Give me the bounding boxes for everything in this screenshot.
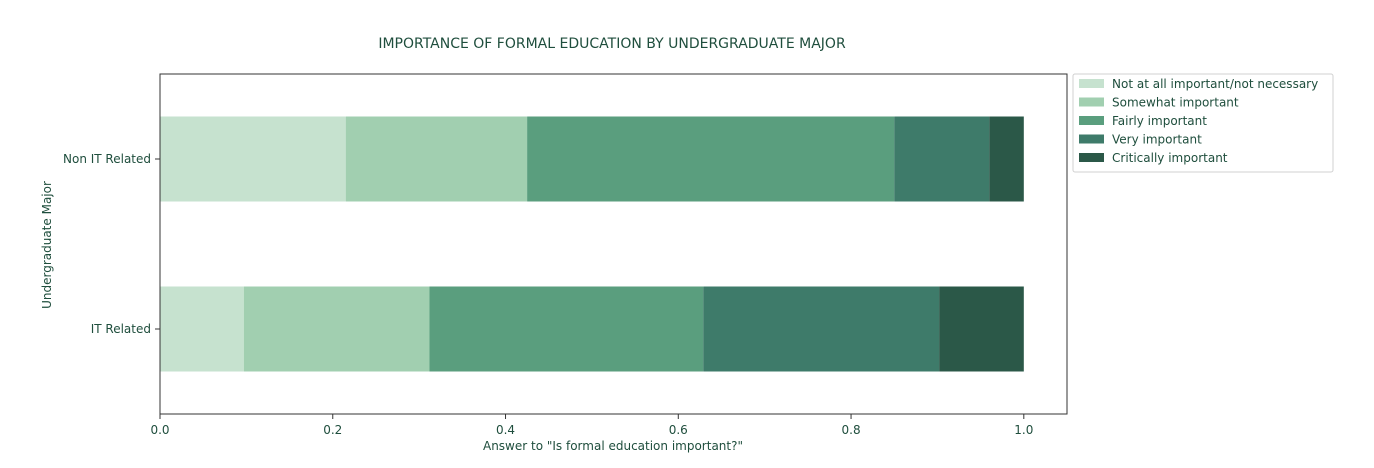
legend-box — [1072, 73, 1334, 173]
legend-label: Very important — [1112, 133, 1202, 147]
y-tick-label: Non IT Related — [63, 152, 151, 166]
legend-swatch — [1079, 153, 1104, 162]
legend-swatch — [1079, 97, 1104, 107]
y-axis-ticks: Non IT Related IT Related — [63, 152, 160, 336]
x-tick-label: 0.8 — [842, 423, 861, 437]
bar-segment — [894, 116, 990, 202]
y-axis-label: Undergraduate Major — [40, 181, 54, 309]
legend-label: Not at all important/not necessary — [1112, 77, 1318, 91]
legend-label: Critically important — [1112, 151, 1228, 165]
x-tick-label: 0.0 — [150, 423, 169, 437]
legend-label: Somewhat important — [1112, 96, 1239, 110]
x-tick-label: 0.6 — [669, 423, 688, 437]
y-tick-label: IT Related — [91, 322, 151, 336]
x-tick-label: 0.4 — [496, 423, 515, 437]
bar-segment — [939, 286, 1024, 372]
legend-swatch — [1079, 79, 1104, 88]
bar-segment — [345, 116, 528, 202]
chart-title: IMPORTANCE OF FORMAL EDUCATION BY UNDERG… — [378, 36, 846, 52]
bar-segment — [160, 286, 244, 372]
bar-segment — [160, 116, 346, 202]
bar-segment — [429, 286, 704, 372]
legend: Not at all important/not necessary Somewh… — [1072, 73, 1334, 173]
bar-segment — [527, 116, 895, 202]
bars-group — [160, 116, 1024, 372]
legend-swatch — [1079, 116, 1104, 125]
x-tick-label: 1.0 — [1014, 423, 1033, 437]
legend-swatch — [1079, 134, 1104, 144]
x-axis-ticks: 0.0 0.2 0.4 0.6 0.8 1.0 — [150, 414, 1033, 437]
plot-frame — [159, 73, 1068, 415]
bar-segment — [243, 286, 430, 372]
bar-segment — [703, 286, 940, 372]
bar-segment — [989, 116, 1024, 202]
x-axis-label: Answer to "Is formal education important… — [483, 439, 743, 453]
x-tick-label: 0.2 — [323, 423, 342, 437]
legend-label: Fairly important — [1112, 114, 1207, 128]
